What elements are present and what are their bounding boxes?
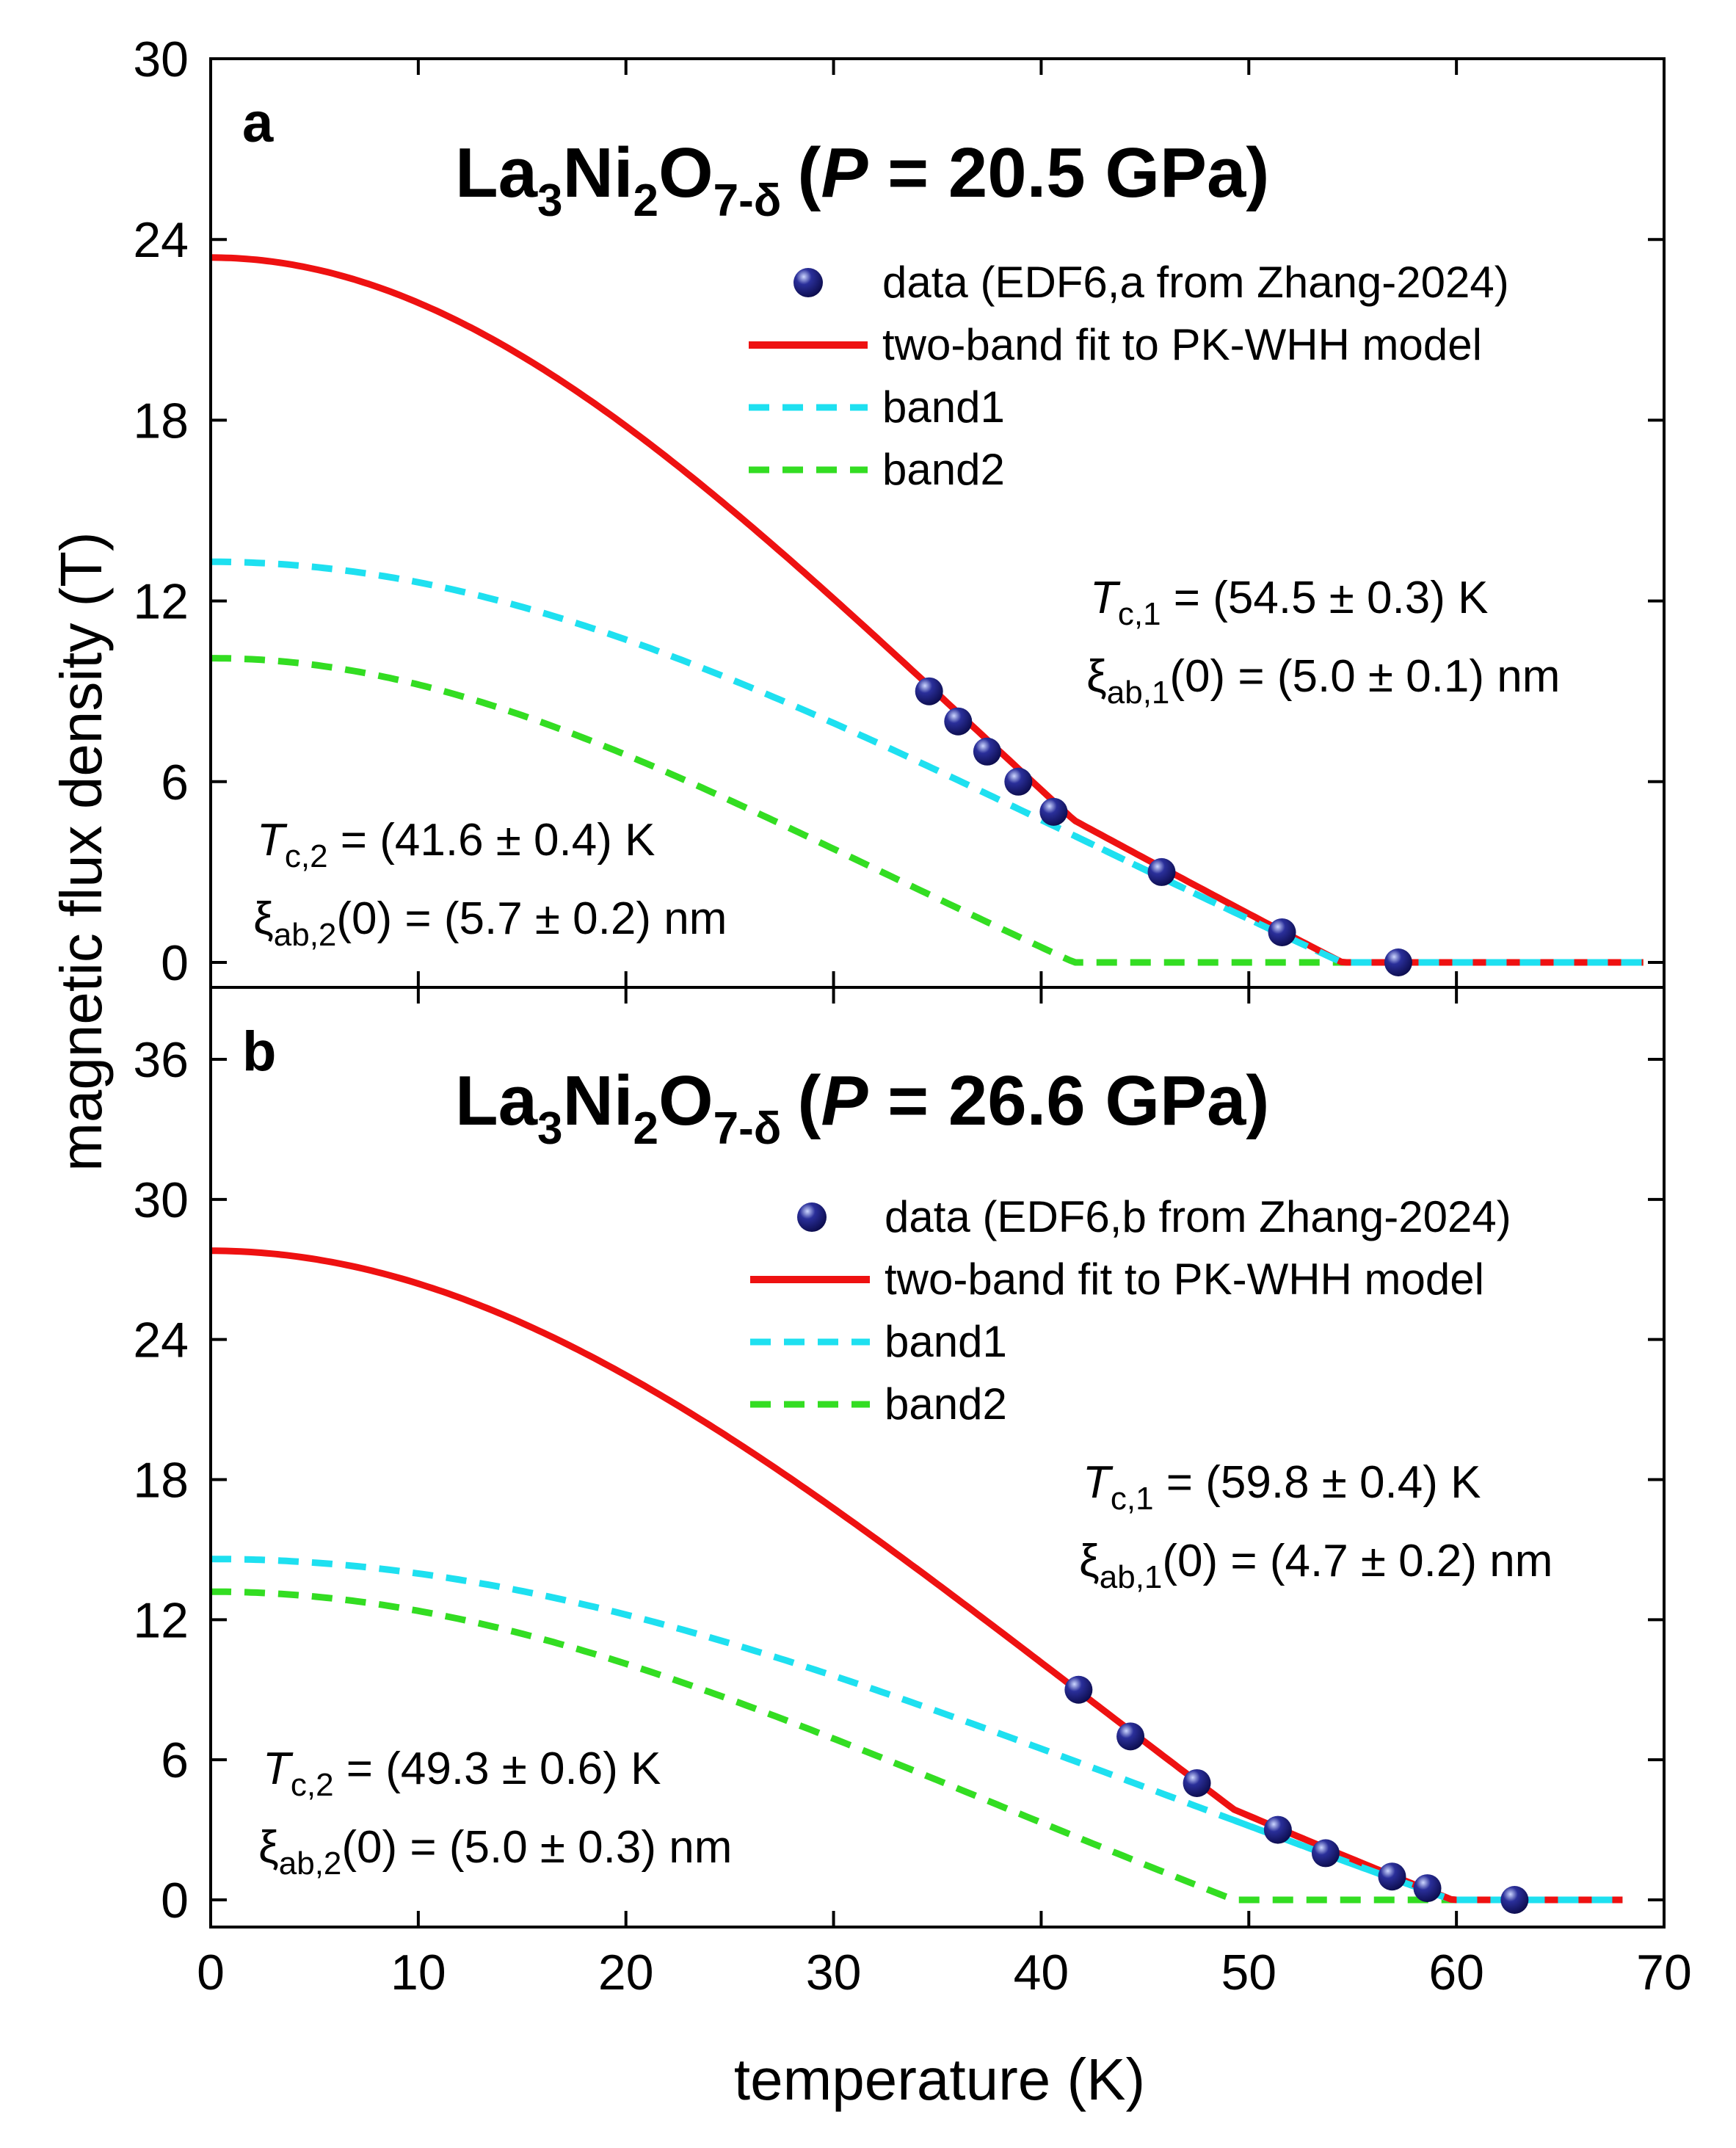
x-axis-ticks: 0 10 20 30 40 50 60 70 xyxy=(197,1945,1692,2000)
data-point xyxy=(1039,797,1068,826)
legend-marker-data xyxy=(793,268,823,297)
band2-curve xyxy=(211,1588,1623,1904)
data-point xyxy=(1413,1874,1442,1903)
panel-a-tc2: Tc,2 = (41.6 ± 0.4) K xyxy=(257,815,655,874)
band1-curve xyxy=(211,558,1644,966)
x-tick-label: 40 xyxy=(1014,1945,1069,2000)
y-axis-title: magnetic flux density (T) xyxy=(48,531,114,1171)
panel-a-legend: data (EDF6,a from Zhang-2024) two-band f… xyxy=(749,258,1509,494)
data-point xyxy=(1500,1886,1529,1914)
x-tick-label: 30 xyxy=(806,1945,862,2000)
panel-b-xi1: ξab,1(0) = (4.7 ± 0.2) nm xyxy=(1079,1536,1552,1595)
y-tick-label: 0 xyxy=(161,935,189,991)
legend-label-fit: two-band fit to PK-WHH model xyxy=(882,320,1482,369)
panel-a: a La3Ni2O7-δ (P = 20.5 GPa) 0 6 12 18 24 30 da… xyxy=(133,32,1666,991)
panel-b-frame xyxy=(209,986,1666,1929)
y-tick-label: 6 xyxy=(161,1732,189,1788)
x-tick-label: 20 xyxy=(598,1945,654,2000)
panel-b-legend: data (EDF6,b from Zhang-2024) two-band f… xyxy=(750,1192,1511,1429)
data-point xyxy=(1378,1862,1406,1891)
panel-b-xi2: ξab,2(0) = (5.0 ± 0.3) nm xyxy=(258,1822,732,1882)
data-point xyxy=(1268,918,1296,946)
x-tick-label: 70 xyxy=(1636,1945,1692,2000)
band1-tail-overlay xyxy=(1074,833,1644,966)
y-tick-label: 36 xyxy=(133,1032,189,1088)
panel-b-tc1: Tc,1 = (59.8 ± 0.4) K xyxy=(1083,1457,1481,1517)
data-point xyxy=(1311,1839,1340,1868)
data-point xyxy=(1384,948,1412,976)
data-point xyxy=(1183,1768,1211,1797)
legend-label-data: data (EDF6,b from Zhang-2024) xyxy=(885,1192,1511,1241)
x-tick-label: 10 xyxy=(391,1945,446,2000)
data-point xyxy=(1064,1675,1093,1704)
y-tick-label: 24 xyxy=(133,212,189,268)
y-tick-label: 12 xyxy=(133,1592,189,1648)
panel-a-ticks: 0 6 12 18 24 30 xyxy=(133,32,1666,991)
panel-a-xi2: ξab,2(0) = (5.7 ± 0.2) nm xyxy=(253,893,727,953)
data-point xyxy=(1263,1815,1292,1844)
legend-label-fit: two-band fit to PK-WHH model xyxy=(885,1255,1484,1304)
data-point xyxy=(915,677,943,705)
panel-a-tc1: Tc,1 = (54.5 ± 0.3) K xyxy=(1090,573,1488,632)
legend-label-band2: band2 xyxy=(885,1379,1007,1429)
panel-b-letter: b xyxy=(242,1020,276,1083)
y-tick-label: 18 xyxy=(133,393,189,449)
x-tick-label: 0 xyxy=(197,1945,225,2000)
x-tick-label: 60 xyxy=(1428,1945,1484,2000)
y-tick-label: 24 xyxy=(133,1313,189,1368)
panel-b-points xyxy=(1064,1675,1529,1914)
y-tick-label: 30 xyxy=(133,32,189,87)
legend-label-data: data (EDF6,a from Zhang-2024) xyxy=(882,258,1509,307)
y-tick-label: 0 xyxy=(161,1873,189,1929)
data-point xyxy=(1004,767,1033,796)
panel-b-tc2: Tc,2 = (49.3 ± 0.6) K xyxy=(263,1744,661,1803)
x-tick-label: 50 xyxy=(1221,1945,1276,2000)
y-tick-label: 6 xyxy=(161,755,189,810)
data-point xyxy=(973,737,1001,766)
y-tick-label: 12 xyxy=(133,574,189,630)
data-point xyxy=(1116,1722,1145,1751)
legend-label-band1: band1 xyxy=(882,382,1005,432)
data-point xyxy=(944,707,973,736)
panel-a-points xyxy=(915,677,1412,976)
y-tick-label: 18 xyxy=(133,1453,189,1509)
panel-b: b La3Ni2O7-δ (P = 26.6 GPa) 061218243036 … xyxy=(133,986,1666,1929)
panel-a-letter: a xyxy=(242,92,274,154)
data-point xyxy=(1147,857,1176,886)
legend-label-band2: band2 xyxy=(882,445,1005,494)
panel-b-title: La3Ni2O7-δ (P = 26.6 GPa) xyxy=(455,1062,1269,1154)
panel-a-xi1: ξab,1(0) = (5.0 ± 0.1) nm xyxy=(1086,651,1560,711)
legend-marker-data xyxy=(797,1202,827,1232)
panel-a-title: La3Ni2O7-δ (P = 20.5 GPa) xyxy=(455,134,1269,226)
y-tick-label: 30 xyxy=(133,1172,189,1228)
x-axis-title: temperature (K) xyxy=(734,2047,1145,2112)
legend-label-band1: band1 xyxy=(885,1317,1007,1366)
